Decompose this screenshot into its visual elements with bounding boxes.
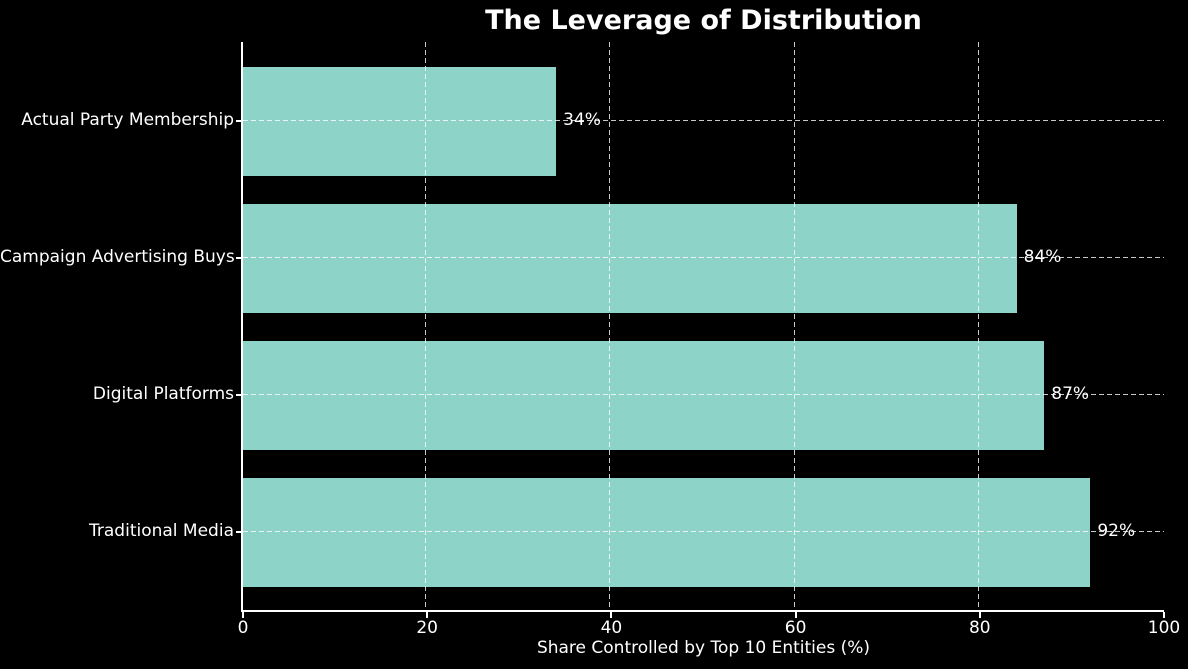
- y-tick-mark: [236, 257, 243, 259]
- y-tick-mark: [236, 120, 243, 122]
- bar-value-label: 92%: [1097, 521, 1136, 541]
- y-tick-mark: [236, 394, 243, 396]
- y-tick-label: Actual Party Membership: [21, 110, 234, 130]
- x-tick-label: 100: [1147, 618, 1181, 638]
- x-tick-mark: [610, 612, 613, 618]
- plot-area: 34% 84% 87% 92%: [241, 42, 1164, 612]
- horizontal-gridline: [243, 531, 1164, 532]
- vertical-gridline: [425, 42, 427, 610]
- bar-value-label: 34%: [563, 110, 601, 130]
- x-tick-mark: [242, 612, 244, 618]
- x-tick-label: 20: [416, 618, 438, 638]
- x-tick-mark: [1163, 612, 1165, 618]
- bar-value-label: 87%: [1051, 384, 1090, 404]
- y-tick-label: Digital Platforms: [92, 384, 234, 404]
- chart-title: The Leverage of Distribution: [485, 5, 922, 36]
- bar-campaign-advertising-buys: [243, 203, 1017, 313]
- y-tick-label: Campaign Advertising Buys: [0, 247, 235, 267]
- horizontal-gridline: [243, 120, 1164, 121]
- x-tick-label: 80: [968, 618, 991, 638]
- bar-digital-platforms: [243, 340, 1045, 450]
- horizontal-gridline: [243, 394, 1164, 395]
- vertical-gridline: [793, 42, 795, 610]
- x-tick-label: 60: [784, 618, 807, 638]
- bar-actual-party-membership: [243, 66, 557, 176]
- y-tick-mark: [236, 531, 243, 533]
- x-tick-label: 40: [600, 618, 623, 638]
- y-tick-label: Traditional Media: [89, 521, 234, 541]
- vertical-gridline: [609, 42, 611, 610]
- x-tick-mark: [426, 612, 429, 618]
- bar-value-label: 84%: [1023, 247, 1062, 267]
- vertical-gridline: [977, 42, 979, 610]
- bar-traditional-media: [243, 477, 1091, 587]
- x-tick-mark: [794, 612, 797, 618]
- horizontal-gridline: [243, 257, 1164, 258]
- x-tick-mark: [978, 612, 981, 618]
- x-axis-label: Share Controlled by Top 10 Entities (%): [536, 638, 871, 658]
- x-tick-label: 0: [237, 618, 249, 638]
